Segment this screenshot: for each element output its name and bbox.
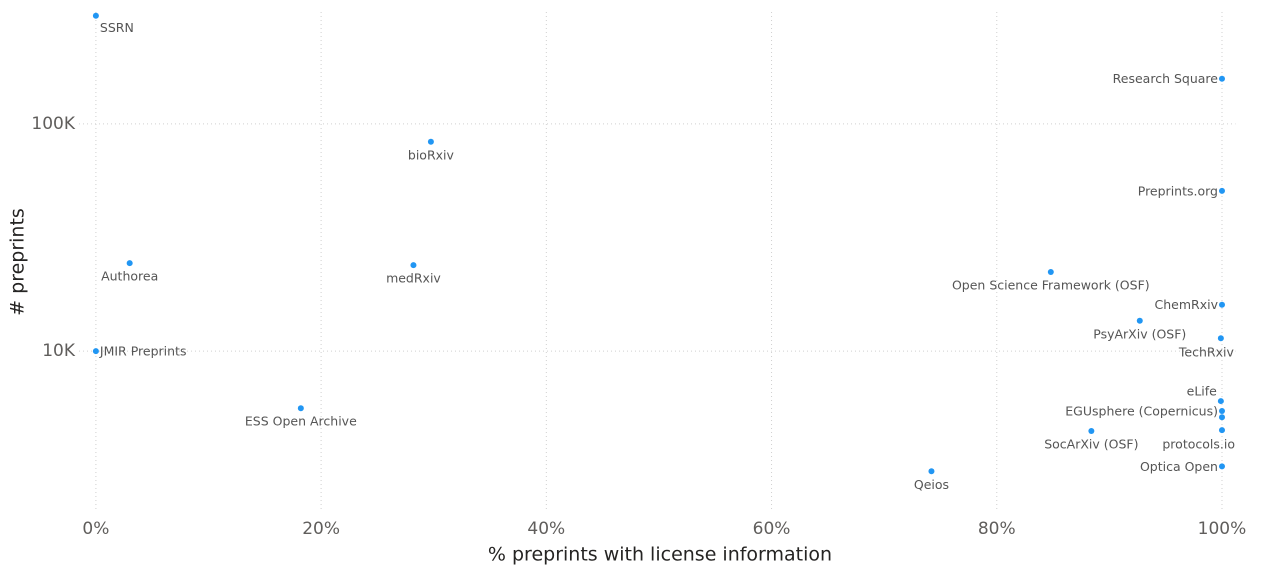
- point: [1217, 335, 1224, 342]
- y-tick-label: 10K: [42, 341, 76, 361]
- x-axis-title: % preprints with license information: [488, 544, 832, 566]
- point-label: bioRxiv: [408, 147, 455, 162]
- point: [427, 138, 434, 145]
- point-label: Authorea: [101, 269, 158, 284]
- point-label: SocArXiv (OSF): [1044, 437, 1138, 452]
- point: [1047, 268, 1054, 275]
- point: [1218, 187, 1225, 194]
- point-label: protocols.io: [1162, 437, 1235, 452]
- point: [1218, 463, 1225, 470]
- point: [1136, 317, 1143, 324]
- y-axis-title: # preprints: [7, 208, 29, 316]
- point-label: Qeios: [914, 477, 949, 492]
- point-label: Open Science Framework (OSF): [952, 277, 1150, 292]
- x-tick-label: 40%: [527, 519, 565, 539]
- point-label: eLife: [1187, 384, 1218, 399]
- point: [1218, 301, 1225, 308]
- point-label: SSRN: [100, 20, 134, 35]
- point: [1218, 408, 1225, 415]
- point-label: EGUsphere (Copernicus): [1065, 404, 1218, 419]
- point-label: Optica Open: [1140, 459, 1218, 474]
- x-tick-label: 0%: [82, 519, 109, 539]
- y-tick-label: 100K: [31, 114, 75, 134]
- point-label: Research Square: [1113, 71, 1219, 86]
- point: [928, 468, 935, 475]
- point: [1218, 75, 1225, 82]
- point-label: ChemRxiv: [1155, 297, 1219, 312]
- point: [92, 12, 99, 19]
- point-label: TechRxiv: [1178, 345, 1235, 360]
- point-label: medRxiv: [386, 271, 441, 286]
- point: [1218, 427, 1225, 434]
- point: [410, 262, 417, 269]
- x-tick-label: 100%: [1198, 519, 1247, 539]
- point: [1217, 398, 1224, 405]
- point-label: ESS Open Archive: [245, 414, 357, 429]
- point: [92, 348, 99, 355]
- point: [297, 405, 304, 412]
- point: [1088, 428, 1095, 435]
- point-label: PsyArXiv (OSF): [1093, 326, 1186, 341]
- point: [1218, 414, 1225, 421]
- point: [126, 260, 133, 267]
- x-tick-label: 20%: [302, 519, 340, 539]
- x-tick-label: 60%: [753, 519, 791, 539]
- point-label: Preprints.org: [1138, 183, 1218, 198]
- point-label: JMIR Preprints: [99, 344, 187, 359]
- x-tick-label: 80%: [978, 519, 1016, 539]
